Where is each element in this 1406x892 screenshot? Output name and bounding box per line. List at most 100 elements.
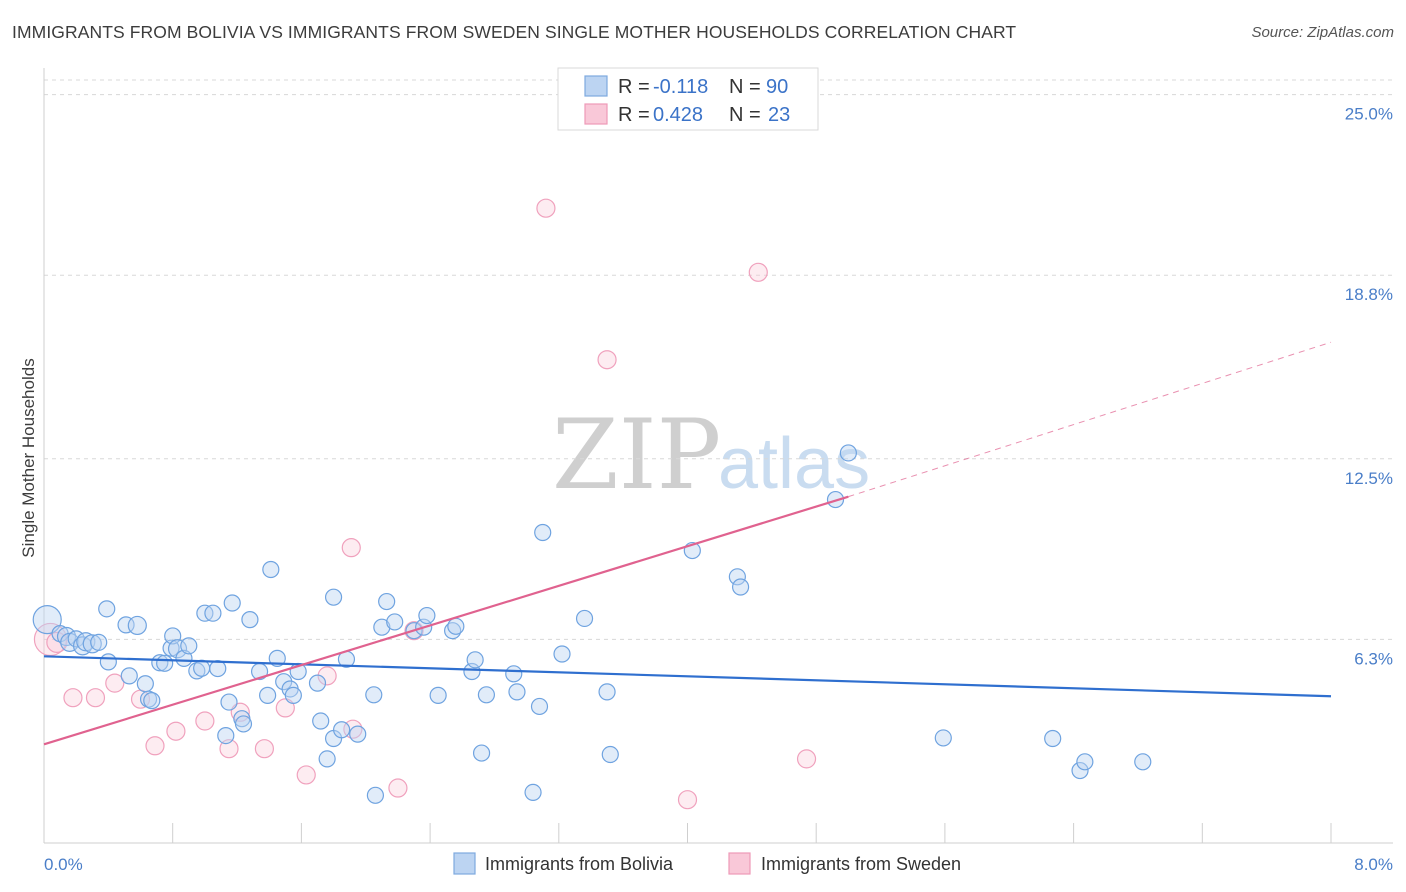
trend-lines <box>43 341 1332 746</box>
bolivia-point-63 <box>466 651 484 669</box>
bolivia-point-73 <box>598 683 616 701</box>
legend-r-value-bolivia: -0.118 <box>653 76 708 98</box>
bottom-legend-sweden: Immigrants from Sweden <box>761 854 961 874</box>
bolivia-point-37 <box>262 560 280 579</box>
bolivia-point-25 <box>193 659 211 677</box>
y-tick-labels: 6.3% 12.5% 18.8% 25.0% <box>1345 105 1393 669</box>
bolivia-point-7 <box>82 634 102 654</box>
sweden-point-22 <box>748 262 768 282</box>
y-tick-label-1: 12.5% <box>1345 469 1393 488</box>
sweden-point-6 <box>145 736 165 756</box>
bolivia-point-74 <box>601 745 619 764</box>
bolivia-point-51 <box>365 686 383 704</box>
legend-r-label-bolivia: R = <box>618 76 650 98</box>
sweden-point-21 <box>677 790 698 810</box>
bolivia-point-64 <box>472 744 491 762</box>
y-tick-label-2: 18.8% <box>1345 285 1393 304</box>
bolivia-point-80 <box>934 729 952 747</box>
bolivia-point-29 <box>217 726 235 745</box>
sweden-point-4 <box>105 673 125 693</box>
sweden-point-13 <box>296 765 316 785</box>
sweden-trend-extension <box>848 341 1332 498</box>
bolivia-point-31 <box>223 594 241 612</box>
legend-n-label-bolivia: N = <box>729 76 761 98</box>
sweden-point-16 <box>341 538 361 558</box>
bolivia-point-79 <box>839 444 857 462</box>
bolivia-point-14 <box>136 675 154 693</box>
bolivia-point-34 <box>241 611 259 629</box>
bolivia-point-72 <box>575 609 594 628</box>
bolivia-point-18 <box>156 654 174 672</box>
watermark-zip: ZIP <box>552 399 721 511</box>
bolivia-point-30 <box>220 693 238 711</box>
bottom-legend-bolivia: Immigrants from Bolivia <box>485 854 674 874</box>
bolivia-point-21 <box>167 639 188 659</box>
bolivia-point-65 <box>477 686 496 704</box>
bolivia-point-48 <box>333 721 351 739</box>
sweden-point-11 <box>254 739 274 759</box>
legend-n-label-sweden: N = <box>729 104 761 126</box>
bolivia-point-46 <box>324 588 343 606</box>
sweden-trend-line <box>43 495 849 746</box>
bolivia-point-28 <box>209 659 227 678</box>
bolivia-point-23 <box>180 637 198 655</box>
sweden-point-23 <box>796 749 817 769</box>
x-tick-max: 8.0% <box>1354 855 1393 874</box>
bolivia-point-50 <box>349 725 367 743</box>
y-axis-label: Single Mother Households <box>19 358 38 557</box>
gridlines <box>44 79 1393 640</box>
axes <box>43 68 1393 844</box>
bolivia-point-71 <box>553 645 571 663</box>
bolivia-point-8 <box>90 633 108 651</box>
sweden-point-10 <box>230 702 250 722</box>
y-tick-label-0: 6.3% <box>1354 649 1393 668</box>
sweden-points <box>33 198 817 810</box>
bolivia-point-59 <box>429 686 447 704</box>
bolivia-point-82 <box>1071 761 1089 780</box>
legend-r-value-sweden: 0.428 <box>653 104 703 126</box>
bolivia-point-13 <box>127 615 147 636</box>
bottom-legend-swatch-bolivia <box>453 852 476 875</box>
bolivia-point-54 <box>378 592 396 611</box>
bolivia-point-43 <box>308 674 327 692</box>
bolivia-point-12 <box>120 667 138 685</box>
bolivia-point-44 <box>312 712 330 730</box>
sweden-point-9 <box>219 739 239 759</box>
sweden-point-17 <box>388 778 408 798</box>
bolivia-point-10 <box>99 653 117 671</box>
bolivia-point-16 <box>143 692 161 710</box>
bolivia-point-27 <box>204 604 222 622</box>
sweden-point-3 <box>85 688 106 708</box>
sweden-point-2 <box>63 688 83 708</box>
bolivia-point-58 <box>418 606 436 625</box>
y-tick-label-3: 25.0% <box>1345 105 1393 124</box>
bolivia-point-83 <box>1076 753 1094 771</box>
series-legend: Immigrants from Bolivia Immigrants from … <box>453 852 961 875</box>
bolivia-point-69 <box>530 697 549 716</box>
bolivia-point-55 <box>386 613 404 631</box>
legend-n-value-bolivia: 90 <box>766 76 788 98</box>
bolivia-point-77 <box>731 578 750 596</box>
legend-r-label-sweden: R = <box>618 104 650 126</box>
legend-swatch-bolivia <box>584 75 608 97</box>
bolivia-point-84 <box>1134 753 1152 771</box>
bolivia-point-41 <box>284 686 302 704</box>
bolivia-point-76 <box>728 568 746 586</box>
watermark: ZIP atlas <box>552 399 870 511</box>
bolivia-point-0 <box>32 605 62 635</box>
bolivia-trend-line <box>43 655 1332 698</box>
chart-source: Source: ZipAtlas.com <box>1251 24 1394 41</box>
bolivia-point-68 <box>524 783 542 802</box>
x-tick-min: 0.0% <box>44 855 83 874</box>
bolivia-point-33 <box>234 715 253 733</box>
legend-swatch-sweden <box>584 103 608 125</box>
bolivia-point-67 <box>508 683 526 701</box>
bolivia-point-66 <box>505 665 523 683</box>
bolivia-point-36 <box>259 686 277 704</box>
chart-title: IMMIGRANTS FROM BOLIVIA VS IMMIGRANTS FR… <box>12 22 1017 42</box>
sweden-point-14 <box>317 666 337 686</box>
stats-legend: R = -0.118 N = 90 R = 0.428 N = 23 <box>557 67 819 131</box>
sweden-point-8 <box>195 711 215 731</box>
bolivia-point-52 <box>366 786 385 804</box>
